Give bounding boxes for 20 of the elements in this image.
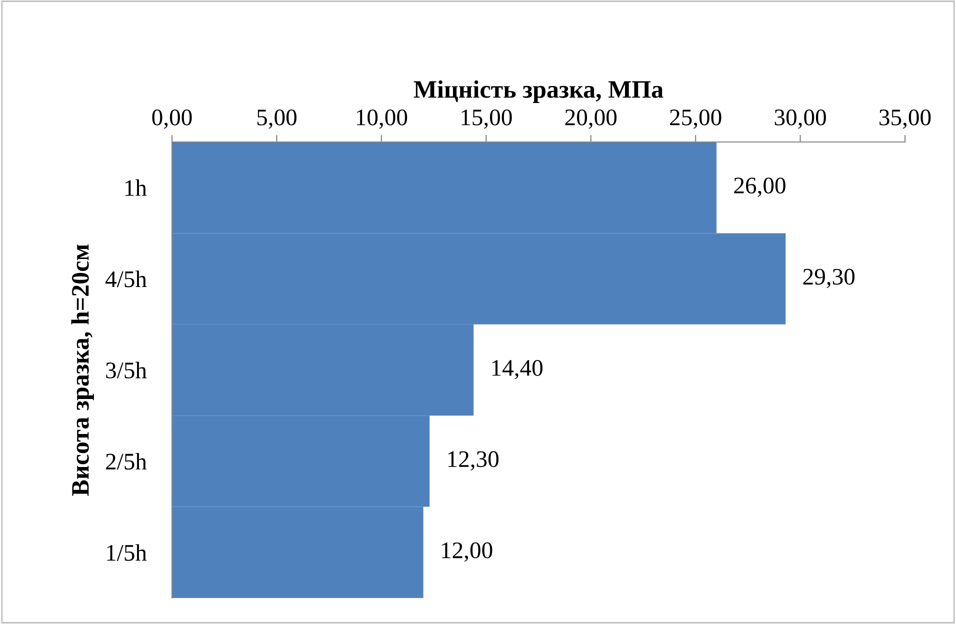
y-tick-label: 4/5h [105, 270, 147, 288]
y-tick-label: 1/5h [107, 544, 147, 561]
x-tick-label: 25,00 [670, 109, 722, 129]
x-tick-label: 15,00 [462, 109, 512, 129]
x-tick-label: 10,00 [356, 109, 408, 129]
data-label: 29,30 [803, 268, 855, 288]
data-label: 14,40 [492, 360, 542, 380]
x-tick-label: 35,00 [880, 109, 931, 129]
x-tick-label: 0,00 [152, 109, 192, 129]
data-label: 12,00 [442, 542, 492, 562]
x-axis-title: Міцність зразка, МПа [414, 80, 664, 103]
data-label: 12,30 [448, 451, 498, 471]
y-tick-label: 2/5h [106, 453, 147, 470]
y-tick-label: 3/5h [106, 362, 147, 378]
y-tick-label: 1h [125, 179, 147, 196]
y-axis-title: Висота зразка, h=20см [71, 244, 94, 496]
x-tick-label: 30,00 [774, 109, 826, 129]
x-tick-label: 20,00 [565, 109, 617, 129]
x-tick-label: 5,00 [257, 109, 296, 129]
data-label: 26,00 [734, 178, 786, 197]
